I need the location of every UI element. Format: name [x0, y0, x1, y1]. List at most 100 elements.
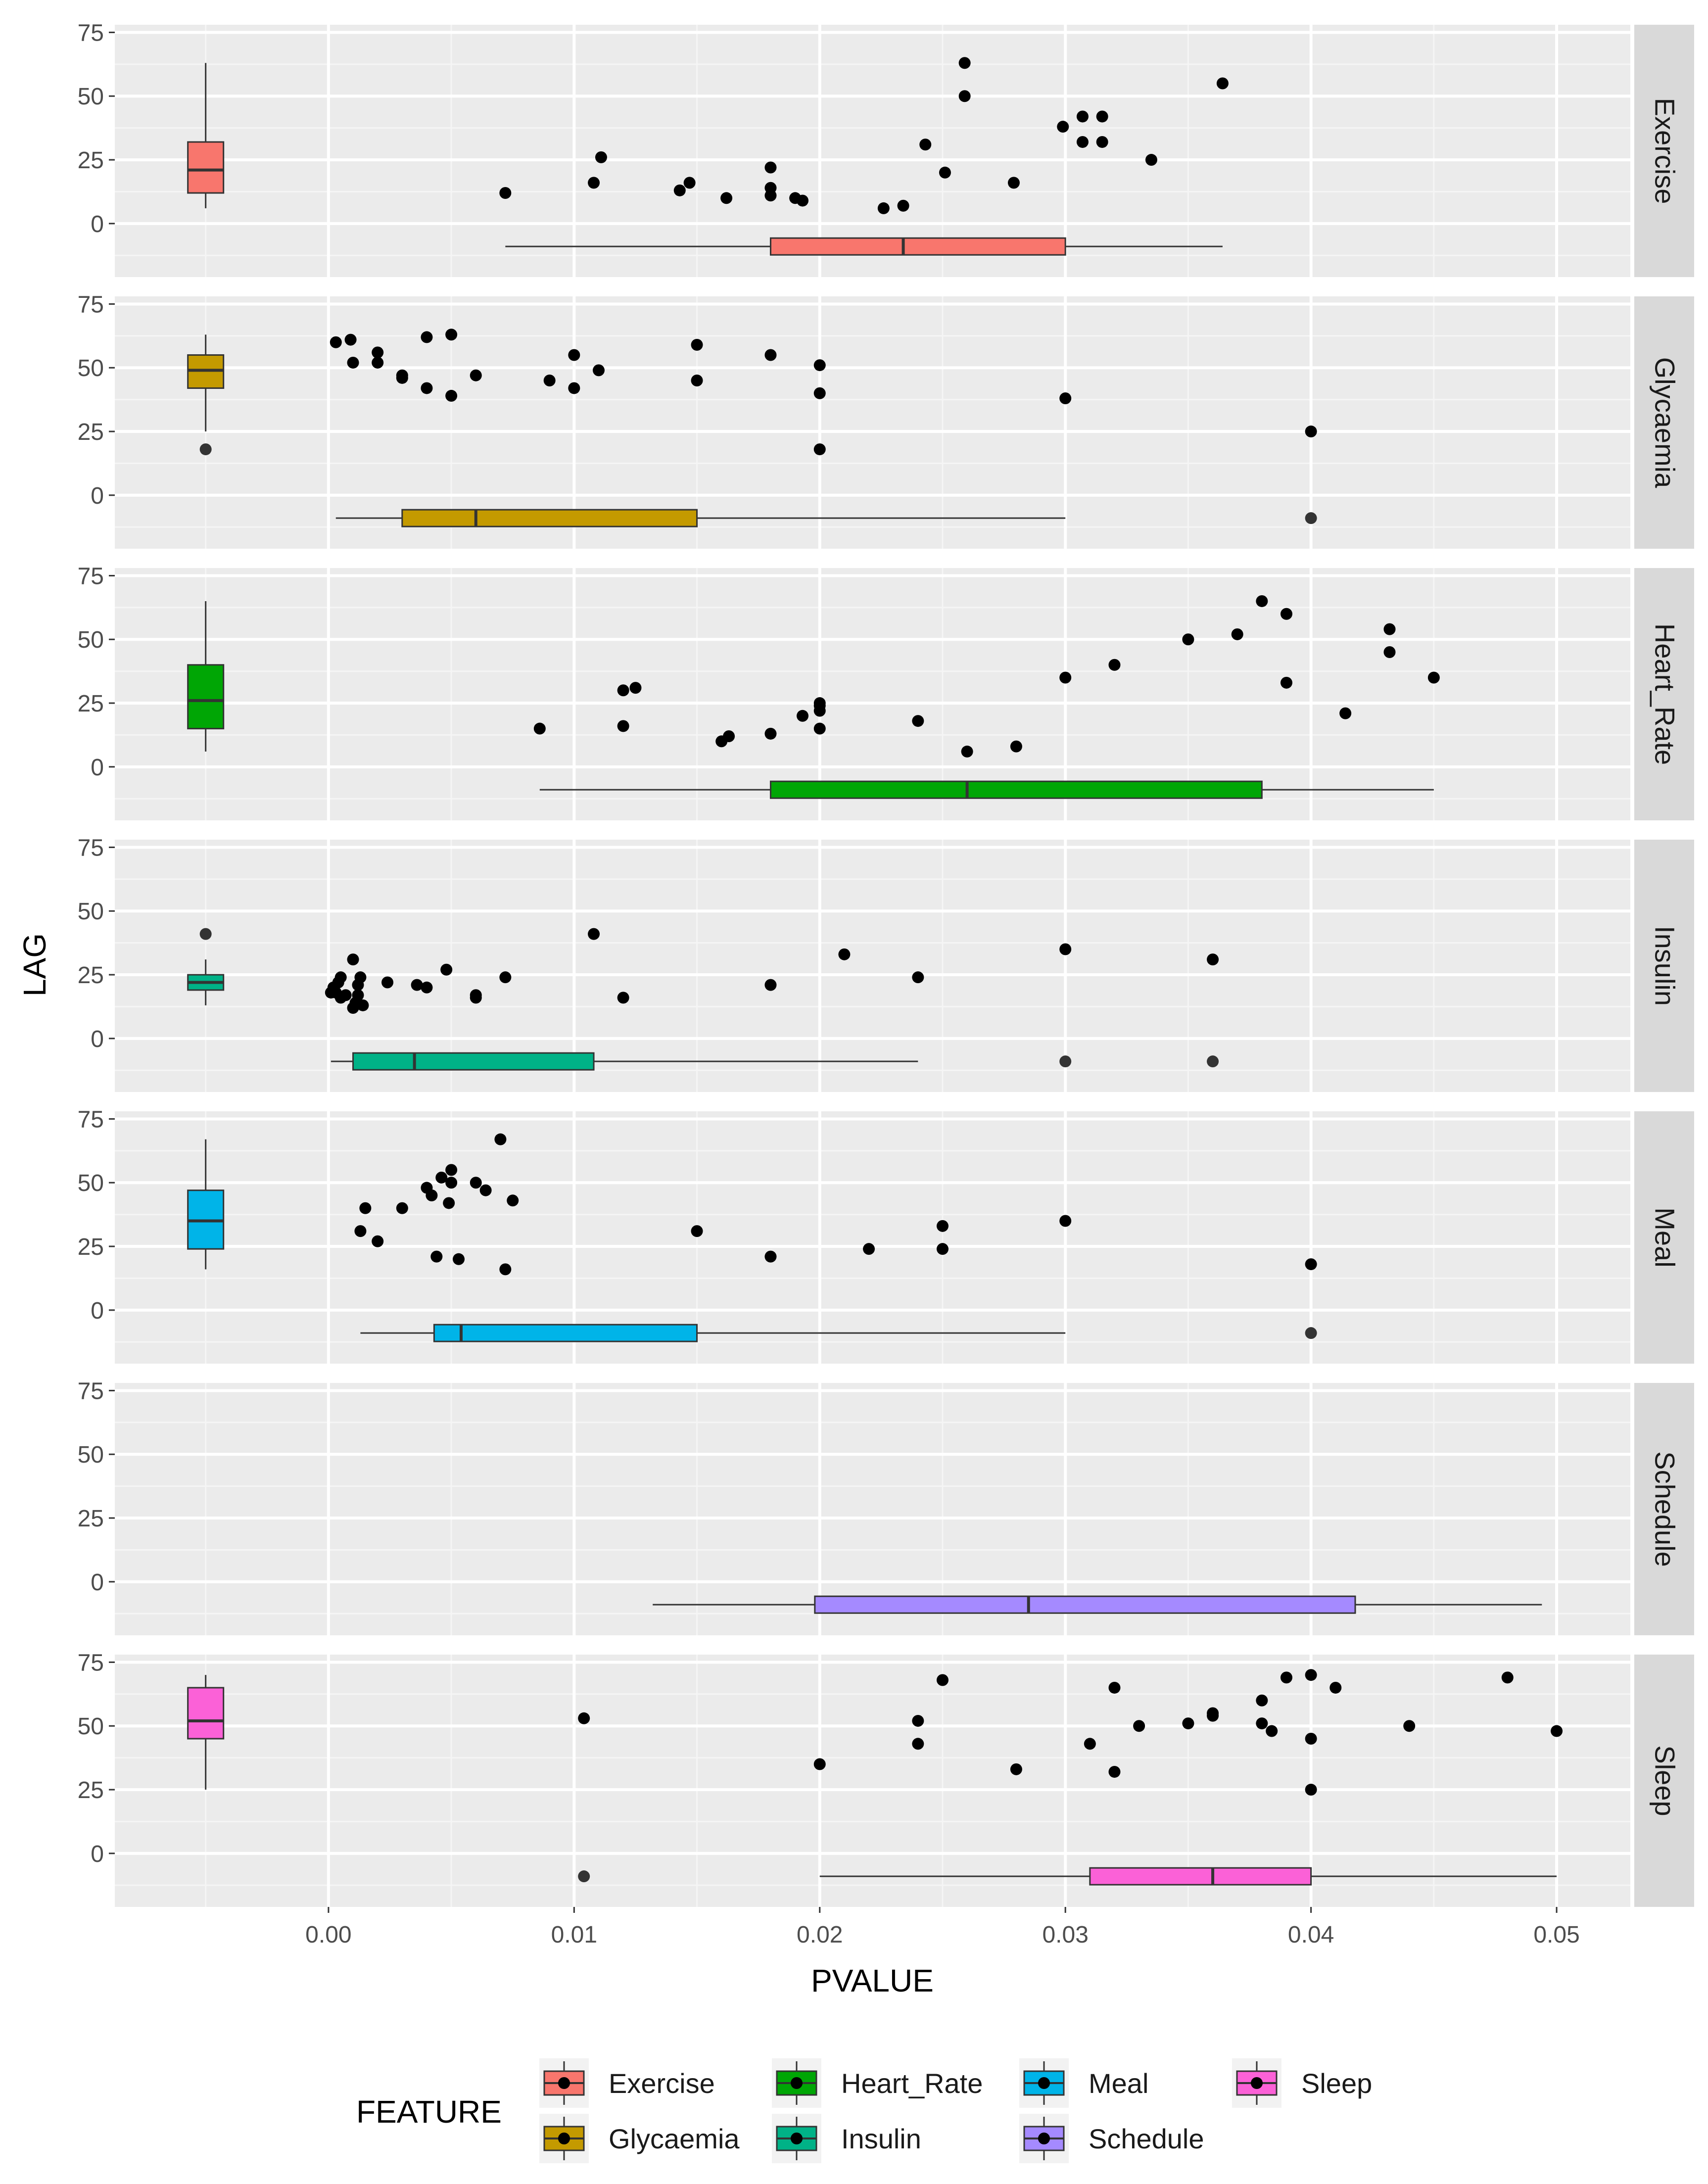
data-point: [1329, 1681, 1342, 1694]
pvalue-box: [1089, 1867, 1312, 1886]
data-point: [919, 139, 932, 151]
y-tick-label: 50: [78, 1713, 104, 1740]
data-point: [1010, 1763, 1022, 1775]
data-point: [1383, 646, 1396, 658]
y-tick-label: 0: [91, 1569, 104, 1596]
data-point: [617, 992, 629, 1004]
facet-strip: [1634, 1383, 1694, 1635]
data-point: [1383, 623, 1396, 635]
facet-strip: [1634, 840, 1694, 1092]
data-point: [470, 1177, 482, 1189]
data-point: [1057, 121, 1069, 133]
data-point: [1280, 1671, 1292, 1684]
data-point: [617, 684, 629, 697]
data-point: [1108, 1681, 1121, 1694]
y-tick-label: 50: [78, 627, 104, 653]
panel-sleep: 0 25 50 75 Sleep: [78, 1650, 1694, 1907]
data-point: [443, 1197, 455, 1209]
facet-strip: [1634, 296, 1694, 549]
pvalue-box: [433, 1324, 698, 1342]
legend-title: FEATURE: [356, 2094, 502, 2130]
data-point: [764, 161, 777, 174]
data-point: [445, 1177, 458, 1189]
data-point: [958, 57, 971, 69]
data-point: [1207, 1707, 1219, 1719]
data-point: [1256, 595, 1268, 607]
y-tick-label: 75: [78, 20, 104, 46]
data-point: [1280, 608, 1292, 620]
data-point: [1076, 136, 1089, 148]
data-point: [1305, 1733, 1317, 1745]
y-tick-label: 25: [78, 1777, 104, 1804]
data-point: [411, 979, 423, 991]
data-point: [445, 389, 458, 402]
data-point: [499, 1263, 512, 1276]
panel-background: [115, 568, 1630, 820]
data-point: [440, 963, 453, 976]
data-point: [629, 682, 642, 694]
data-point: [1305, 1784, 1317, 1796]
pvalue-box: [769, 237, 1066, 256]
data-point: [568, 349, 580, 361]
data-point: [720, 192, 733, 204]
data-point: [334, 971, 347, 984]
facet-strip-label: Insulin: [1650, 926, 1681, 1006]
panel-background: [115, 296, 1630, 549]
data-point: [1256, 1694, 1268, 1707]
data-point: [359, 1202, 372, 1214]
legend-key-point: [791, 2133, 803, 2144]
data-point: [1216, 77, 1229, 90]
legend-key-point: [1251, 2077, 1263, 2089]
lag-outlier: [199, 928, 212, 940]
data-point: [396, 372, 408, 384]
data-point: [1084, 1738, 1096, 1750]
data-point: [813, 443, 826, 456]
legend-key-point: [1038, 2133, 1050, 2144]
data-point: [445, 329, 458, 341]
y-tick-label: 75: [78, 835, 104, 861]
data-point: [1305, 1258, 1317, 1271]
y-tick-label: 75: [78, 1378, 104, 1404]
y-tick-label: 50: [78, 84, 104, 110]
data-point: [1231, 628, 1243, 640]
data-point: [372, 1235, 384, 1247]
panel-schedule: 0 25 50 75 Schedule: [78, 1378, 1694, 1635]
data-point: [691, 1225, 703, 1237]
data-point: [912, 1738, 924, 1750]
data-point: [1551, 1725, 1563, 1737]
data-point: [912, 971, 924, 984]
legend-item-insulin: Insulin: [772, 2114, 921, 2163]
data-point: [1059, 943, 1072, 955]
data-point: [354, 1225, 367, 1237]
facet-strip-label: Heart_Rate: [1650, 623, 1681, 765]
panel-meal: 0 25 50 75 Meal: [78, 1106, 1694, 1364]
data-point: [936, 1674, 949, 1686]
data-point: [673, 184, 686, 196]
y-tick-label: 50: [78, 1442, 104, 1468]
legend-label: Heart_Rate: [841, 2068, 983, 2099]
legend-key-point: [558, 2133, 570, 2144]
data-point: [764, 727, 777, 740]
data-point: [897, 199, 909, 212]
data-point: [595, 151, 607, 163]
panel-background: [115, 1111, 1630, 1364]
data-point: [344, 333, 357, 346]
data-point: [347, 356, 359, 369]
data-point: [764, 1250, 777, 1263]
y-tick-label: 50: [78, 899, 104, 925]
lag-box: [187, 1687, 225, 1740]
x-tick-label: 0.04: [1288, 1922, 1334, 1948]
y-tick-label: 25: [78, 1234, 104, 1260]
data-point: [764, 979, 777, 991]
y-tick-label: 50: [78, 1170, 104, 1196]
data-point: [470, 369, 482, 381]
data-point: [588, 177, 600, 189]
data-point: [958, 90, 971, 102]
data-point: [352, 989, 364, 1001]
data-point: [912, 715, 924, 727]
data-point: [912, 1714, 924, 1727]
data-point: [691, 338, 703, 351]
data-point: [588, 928, 600, 940]
data-point: [1059, 392, 1072, 405]
